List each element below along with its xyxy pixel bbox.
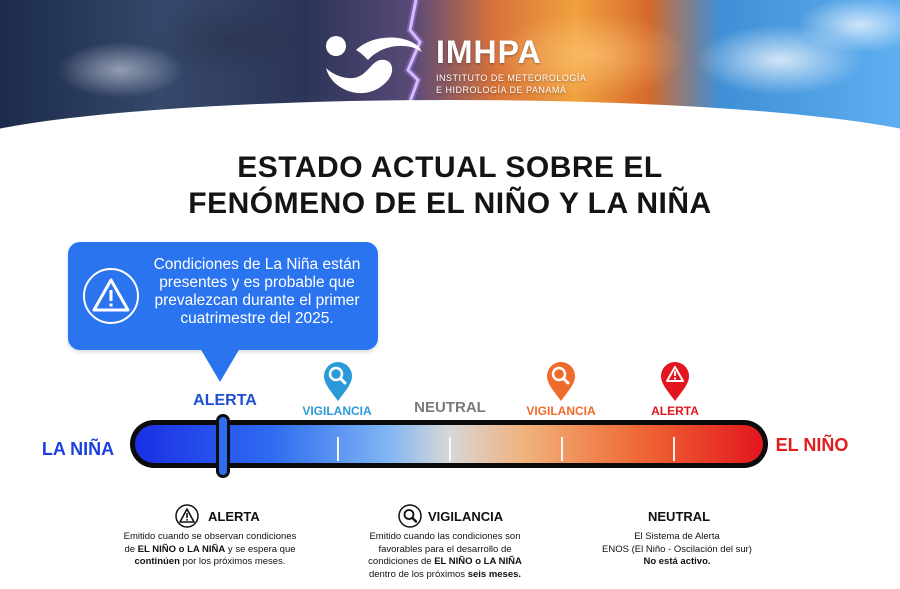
- page-title-line2: FENÓMENO DE EL NIÑO Y LA NIÑA: [188, 187, 712, 220]
- text-fragment: condiciones de: [368, 556, 435, 567]
- brand-subtitle: INSTITUTO DE METEOROLOGÍA E HIDROLOGÍA D…: [436, 72, 586, 96]
- scale-label-neutral: NEUTRAL: [414, 399, 486, 416]
- scale-tick: [449, 437, 451, 461]
- brand-subtitle-line2: E HIDROLOGÍA DE PANAMÁ: [436, 85, 567, 95]
- page-title-line1: ESTADO ACTUAL SOBRE EL: [237, 151, 663, 184]
- text-bold: EL NIÑO o LA NIÑA: [137, 543, 226, 555]
- legend-title-alerta: ALERTA: [208, 509, 260, 524]
- warning-triangle-icon: [175, 504, 199, 528]
- magnifier-pin-icon: [324, 362, 352, 401]
- legend-vigilancia-line4: dentro de los próximos seis meses.: [335, 569, 555, 582]
- scale-label-vigilancia-el-nino: VIGILANCIA: [526, 404, 596, 418]
- callout-pointer: [200, 348, 240, 382]
- scale-tick: [337, 437, 339, 461]
- enso-gradient: [135, 425, 763, 463]
- legend-title-neutral: NEUTRAL: [648, 509, 711, 524]
- brand-subtitle-line1: INSTITUTO DE METEOROLOGÍA: [436, 73, 587, 83]
- legend-neutral-line1: El Sistema de Alerta: [634, 531, 720, 542]
- scale-tick: [561, 437, 563, 461]
- legend-alerta-line1: Emitido cuando se observan condiciones: [123, 531, 297, 542]
- page-title: ESTADO ACTUAL SOBRE EL FENÓMENO DE EL NI…: [0, 150, 900, 222]
- legend-vigilancia-line2: favorables para el desarrollo de: [378, 543, 512, 555]
- scale-end-el-nino: EL NIÑO: [775, 435, 849, 455]
- legend-alerta-line2: de EL NIÑO o LA NIÑA y se espera que: [100, 544, 320, 557]
- status-callout: Condiciones de La Niña están presentes y…: [68, 242, 378, 350]
- text-fragment: de: [124, 543, 138, 555]
- warning-triangle-icon: [83, 268, 139, 324]
- text-fragment: por los próximos meses.: [179, 556, 286, 567]
- magnifier-icon: [398, 504, 422, 528]
- text-bold: continúen: [134, 556, 180, 567]
- enso-scale-bar: [130, 420, 768, 468]
- legend-vigilancia-line3: condiciones de EL NIÑO o LA NIÑA: [335, 556, 555, 569]
- legend-vigilancia-line1: Emitido cuando las condiciones son: [369, 531, 521, 542]
- warning-pin-icon: [661, 362, 689, 401]
- legend-text-alerta: Emitido cuando se observan condiciones d…: [100, 531, 320, 569]
- legend-text-neutral: El Sistema de Alerta ENOS (El Niño - Osc…: [572, 531, 782, 569]
- legend-text-vigilancia: Emitido cuando las condiciones son favor…: [335, 531, 555, 581]
- text-bold: EL NIÑO o LA NIÑA: [434, 556, 522, 567]
- scale-label-alerta-el-nino: ALERTA: [651, 404, 699, 418]
- text-bold: seis meses.: [467, 568, 522, 580]
- brand-name: IMHPA: [436, 34, 542, 70]
- imhpa-logo-icon: [326, 36, 422, 94]
- legend-alerta-line3: continúen por los próximos meses.: [100, 556, 320, 569]
- callout-message: Condiciones de La Niña están presentes y…: [153, 256, 361, 327]
- legend-title-vigilancia: VIGILANCIA: [428, 509, 504, 524]
- magnifier-pin-icon: [547, 362, 575, 401]
- legend-neutral-line2: ENOS (El Niño - Oscilación del sur): [602, 543, 752, 555]
- text-bold: No está activo.: [643, 556, 711, 567]
- header-banner: IMHPA INSTITUTO DE METEOROLOGÍA E HIDROL…: [0, 0, 900, 140]
- scale-tick: [673, 437, 675, 461]
- legend-neutral-line3: No está activo.: [572, 556, 782, 569]
- text-fragment: y se espera que: [225, 543, 296, 555]
- scale-end-la-nina: LA NIÑA: [41, 439, 115, 459]
- scale-label-vigilancia-la-nina: VIGILANCIA: [302, 404, 372, 418]
- scale-label-alerta-la-nina: ALERTA: [193, 392, 257, 409]
- text-fragment: dentro de los próximos: [368, 568, 468, 580]
- current-state-marker: [216, 414, 230, 478]
